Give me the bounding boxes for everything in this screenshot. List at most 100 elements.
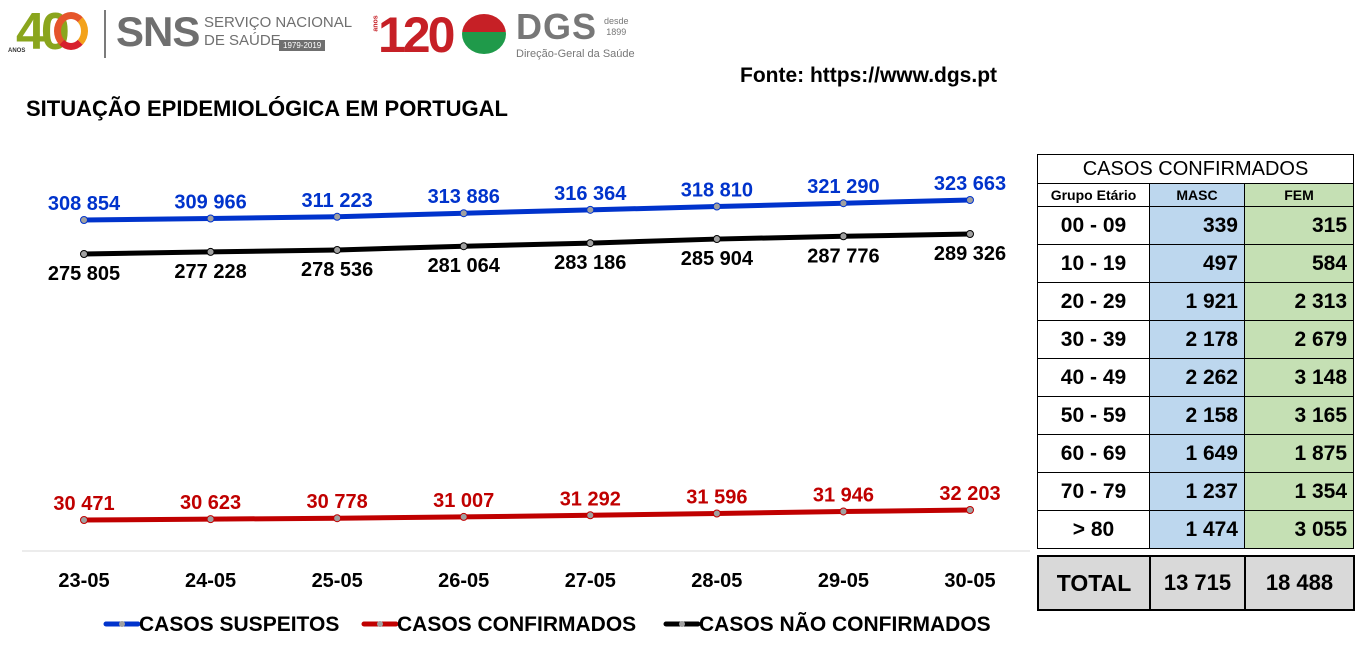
data-label: 318 810 (681, 180, 753, 202)
dgs-logo-subtitle: Direção-Geral da Saúde (516, 48, 635, 60)
confirmed-cases-table: CASOS CONFIRMADOS Grupo Etário MASC FEM … (1036, 154, 1355, 611)
dgs-seal-icon (462, 14, 506, 54)
total-table: TOTAL 13 715 18 488 (1037, 555, 1355, 611)
data-point (839, 232, 848, 241)
table-row: 50 - 59 2 158 3 165 (1037, 396, 1355, 435)
age-group-cell: 40 - 49 (1037, 358, 1150, 397)
table-row: 00 - 09 339 315 (1037, 206, 1355, 245)
age-group-cell: 10 - 19 (1037, 244, 1150, 283)
data-label: 316 364 (554, 183, 627, 205)
data-label: 283 186 (554, 252, 626, 274)
data-label: 275 805 (48, 263, 120, 285)
masc-cell: 2 178 (1149, 320, 1245, 359)
total-fem: 18 488 (1244, 555, 1355, 611)
data-point (459, 209, 468, 218)
data-point (206, 247, 215, 256)
data-point (333, 514, 342, 523)
data-label: 30 471 (53, 493, 114, 515)
page-title: SITUAÇÃO EPIDEMIOLÓGICA EM PORTUGAL (26, 96, 508, 121)
data-point (586, 511, 595, 520)
x-tick-label: 24-05 (185, 570, 236, 592)
data-label: 31 007 (433, 490, 494, 512)
table-row: 10 - 19 497 584 (1037, 244, 1355, 283)
data-point (712, 509, 721, 518)
dgs-logo-since: desde 1899 (604, 16, 629, 38)
data-point (206, 515, 215, 524)
x-tick-label: 23-05 (58, 570, 109, 592)
header-masc: MASC (1149, 183, 1245, 207)
data-label: 308 854 (48, 193, 121, 215)
legend-swatch-marker (377, 621, 383, 627)
table-row: 20 - 29 1 921 2 313 (1037, 282, 1355, 321)
data-label: 277 228 (174, 261, 246, 283)
logo-divider (104, 10, 106, 58)
epidemiology-line-chart: 308 854 309 966 311 223 313 886 316 364 318 8… (22, 173, 1030, 636)
data-point (586, 205, 595, 214)
table-title-row: CASOS CONFIRMADOS (1036, 154, 1355, 184)
dgs-logo-since-word: desde (604, 16, 629, 26)
data-point (206, 214, 215, 223)
age-group-cell: 60 - 69 (1037, 434, 1150, 473)
legend-label: CASOS SUSPEITOS (139, 613, 339, 636)
sns-logo: SNS (116, 8, 200, 55)
source-text: Fonte: https://www.dgs.pt (740, 64, 998, 87)
dgs-120-years-logo: anos 120 (364, 6, 456, 64)
fem-cell: 3 165 (1243, 396, 1355, 435)
data-label: 323 663 (934, 173, 1006, 195)
data-point (459, 512, 468, 521)
table-title: CASOS CONFIRMADOS (1036, 154, 1355, 184)
logo-40-sub: ANOS (8, 48, 26, 54)
data-point (966, 506, 974, 514)
data-point (839, 199, 848, 208)
age-group-cell: > 80 (1037, 510, 1150, 549)
age-group-cell: 20 - 29 (1037, 282, 1150, 321)
age-group-cell: 50 - 59 (1037, 396, 1150, 435)
sns-40-years-logo: 40 ANOS (6, 3, 100, 62)
x-tick-label: 25-05 (312, 570, 363, 592)
data-point (712, 202, 721, 211)
data-label: 321 290 (807, 176, 879, 198)
logo-40-ring-icon (54, 12, 88, 50)
data-label: 311 223 (302, 190, 373, 212)
fem-cell: 1 875 (1243, 434, 1355, 473)
data-label: 313 886 (428, 186, 500, 208)
masc-cell: 1 474 (1149, 510, 1245, 549)
x-tick-label: 26-05 (438, 570, 489, 592)
series-line-0 (81, 197, 973, 223)
x-tick-label: 29-05 (818, 570, 869, 592)
sns-logo-line1: SERVIÇO NACIONAL (204, 14, 353, 31)
table-row: 40 - 49 2 262 3 148 (1037, 358, 1355, 397)
fem-cell: 3 148 (1243, 358, 1355, 397)
data-label: 285 904 (681, 248, 754, 270)
data-point (80, 516, 88, 524)
fem-cell: 2 679 (1243, 320, 1355, 359)
fem-cell: 3 055 (1243, 510, 1355, 549)
masc-cell: 497 (1149, 244, 1245, 283)
x-tick-label: 27-05 (565, 570, 616, 592)
age-group-cell: 70 - 79 (1037, 472, 1150, 511)
data-point (966, 196, 974, 204)
data-point (333, 212, 342, 221)
legend-swatch-marker (119, 621, 125, 627)
masc-cell: 1 921 (1149, 282, 1245, 321)
logo-120-number: 120 (378, 7, 455, 63)
data-label: 289 326 (934, 243, 1006, 265)
data-label: 32 203 (939, 483, 1000, 505)
logo-120-sub: anos (372, 15, 380, 32)
data-label: 31 292 (560, 488, 621, 510)
masc-cell: 1 237 (1149, 472, 1245, 511)
masc-cell: 339 (1149, 206, 1245, 245)
data-label: 278 536 (301, 259, 373, 281)
age-group-cell: 30 - 39 (1037, 320, 1150, 359)
fem-cell: 1 354 (1243, 472, 1355, 511)
series-line-1 (81, 507, 973, 523)
legend-swatch-marker (679, 621, 685, 627)
fem-cell: 2 313 (1243, 282, 1355, 321)
data-label: 30 778 (307, 491, 368, 513)
data-point (459, 242, 468, 251)
dgs-logo-since-year: 1899 (606, 27, 627, 37)
x-tick-label: 28-05 (691, 570, 742, 592)
data-point (839, 507, 848, 516)
x-tick-label: 30-05 (944, 570, 995, 592)
total-row: TOTAL 13 715 18 488 (1037, 555, 1355, 611)
